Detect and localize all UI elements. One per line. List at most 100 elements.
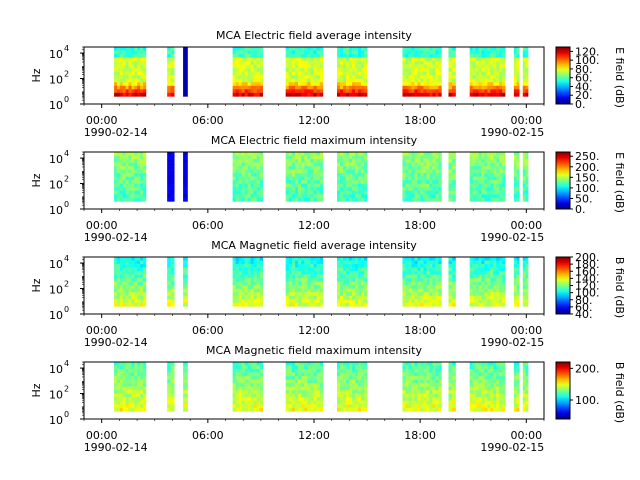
heatmap-cell <box>301 390 305 395</box>
x-tick-label: 12:00 <box>298 324 330 337</box>
heatmap-cell <box>253 292 257 297</box>
heatmap-cell <box>352 278 356 282</box>
heatmap-cell <box>247 379 251 384</box>
heatmap-cell <box>128 57 132 62</box>
heatmap-cell <box>522 292 526 297</box>
heatmap-cell <box>478 383 482 387</box>
heatmap-cell <box>337 68 341 72</box>
heatmap-cell <box>490 295 494 300</box>
heatmap-cell <box>337 302 341 307</box>
heatmap-cell <box>411 292 415 297</box>
heatmap-cell <box>423 267 427 272</box>
heatmap-cell <box>310 78 314 83</box>
heatmap-cell <box>475 78 479 83</box>
heatmap-cell <box>183 183 188 188</box>
heatmap-cell <box>131 78 135 83</box>
heatmap-cell <box>304 162 308 167</box>
heatmap-cell <box>469 397 473 402</box>
heatmap-cell <box>417 365 421 370</box>
heatmap-cell <box>469 271 473 275</box>
heatmap-cell <box>340 390 344 395</box>
heatmap-cell <box>241 264 245 268</box>
y-tick-exponent: 0 <box>64 95 69 104</box>
heatmap-cell <box>452 281 456 286</box>
heatmap-cell <box>513 57 517 62</box>
heatmap-cell <box>472 390 476 395</box>
heatmap-cell <box>487 194 491 199</box>
heatmap-cell <box>426 57 430 62</box>
heatmap-cell <box>137 197 141 202</box>
heatmap-cell <box>481 386 485 391</box>
heatmap-cell <box>232 369 236 373</box>
heatmap-cell <box>361 92 365 97</box>
heatmap-cell <box>426 85 430 90</box>
heatmap-cell <box>183 369 188 373</box>
heatmap-cell <box>294 47 299 51</box>
heatmap-cell <box>122 61 126 65</box>
heatmap-cell <box>131 365 135 370</box>
heatmap-cell <box>364 92 368 97</box>
heatmap-cell <box>490 404 494 409</box>
heatmap-cell <box>522 75 526 80</box>
heatmap-cell <box>232 71 236 76</box>
heatmap-cell <box>490 278 494 282</box>
heatmap-cell <box>452 187 456 192</box>
heatmap-cell <box>426 180 430 185</box>
heatmap-cell <box>247 365 251 370</box>
heatmap-cell <box>250 57 254 62</box>
heatmap-cell <box>340 78 344 83</box>
heatmap-cell <box>253 379 257 384</box>
heatmap-cell <box>364 404 368 409</box>
heatmap-cell <box>313 47 317 51</box>
heatmap-cell <box>244 257 248 261</box>
heatmap-cell <box>241 369 245 373</box>
heatmap-cell <box>183 390 188 395</box>
heatmap-cell <box>116 169 121 174</box>
heatmap-cell <box>408 372 412 377</box>
heatmap-cell <box>244 187 248 192</box>
heatmap-cell <box>478 369 482 373</box>
colorbar-tick-label: 200. <box>575 362 600 375</box>
heatmap-cell <box>352 285 356 290</box>
heatmap-cell <box>358 288 362 293</box>
heatmap-cell <box>125 68 129 72</box>
heatmap-cell <box>298 295 302 300</box>
heatmap-cell <box>438 61 442 65</box>
x-tick-label: 12:00 <box>298 429 330 442</box>
heatmap-cell <box>414 271 418 275</box>
heatmap-cell <box>122 362 126 366</box>
heatmap-cell <box>238 64 242 69</box>
heatmap-cell <box>340 85 344 90</box>
heatmap-cell <box>346 176 350 181</box>
heatmap-cell <box>502 302 506 307</box>
heatmap-cell <box>134 369 138 373</box>
heatmap-cell <box>143 400 147 405</box>
heatmap-cell <box>285 61 290 65</box>
heatmap-cell <box>420 288 424 293</box>
heatmap-cell <box>253 169 257 174</box>
heatmap-cell <box>417 82 421 87</box>
heatmap-cell <box>408 54 412 58</box>
heatmap-cell <box>502 61 506 65</box>
heatmap-cell <box>355 169 359 174</box>
colorbar-tick-label: 50. <box>575 192 593 205</box>
heatmap-cell <box>232 407 236 412</box>
heatmap-cell <box>490 180 494 185</box>
heatmap-cell <box>364 274 368 279</box>
heatmap-cell <box>167 47 171 51</box>
heatmap-cell <box>183 75 188 80</box>
heatmap-cell <box>244 400 248 405</box>
heatmap-cell <box>408 260 412 265</box>
heatmap-cell <box>244 379 248 384</box>
heatmap-cell <box>235 288 239 293</box>
heatmap-cell <box>291 152 296 156</box>
heatmap-cell <box>241 176 245 181</box>
heatmap-cell <box>478 169 482 174</box>
heatmap-cell <box>114 64 118 69</box>
heatmap-cell <box>408 159 412 163</box>
x-start-date: 1990-02-14 <box>84 441 148 454</box>
heatmap-cell <box>319 295 324 300</box>
heatmap-cell <box>137 267 141 272</box>
heatmap-cell <box>364 397 368 402</box>
heatmap-cell <box>346 365 350 370</box>
